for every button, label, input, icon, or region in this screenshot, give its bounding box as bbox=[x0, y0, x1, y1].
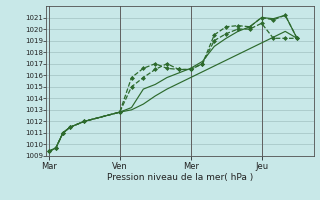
X-axis label: Pression niveau de la mer( hPa ): Pression niveau de la mer( hPa ) bbox=[107, 173, 253, 182]
